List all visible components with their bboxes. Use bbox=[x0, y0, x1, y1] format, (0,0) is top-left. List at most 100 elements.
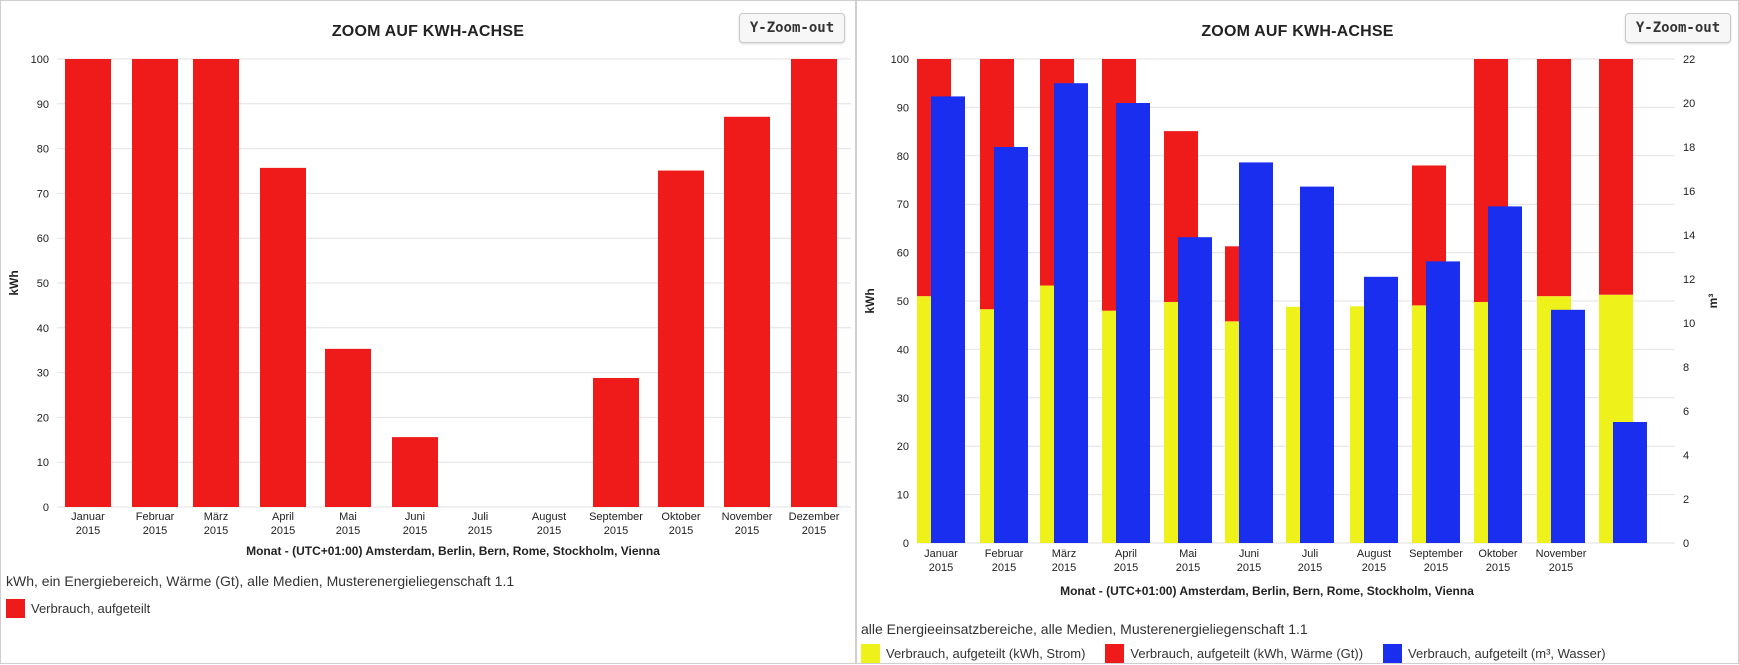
legend-item-waerme[interactable]: Verbrauch, aufgeteilt bbox=[6, 599, 150, 618]
x-tick-label: Januar 2015 bbox=[924, 548, 958, 574]
y-tick-label: 60 bbox=[37, 233, 49, 245]
y-right-tick-label: 8 bbox=[1683, 362, 1689, 374]
chart-title: ZOOM AUF KWH-ACHSE bbox=[1201, 23, 1394, 40]
y-tick-label: 30 bbox=[37, 368, 49, 380]
legend-item-waerme[interactable]: Verbrauch, aufgeteilt (kWh, Wärme (Gt)) bbox=[1105, 644, 1363, 663]
y-tick-label: 90 bbox=[897, 102, 909, 114]
legend-label: Verbrauch, aufgeteilt bbox=[31, 601, 151, 616]
y-right-tick-label: 20 bbox=[1683, 98, 1695, 110]
y-right-tick-label: 14 bbox=[1683, 230, 1695, 242]
bar bbox=[658, 170, 704, 507]
bar-chart-combined: 0 10 20 30 40 50 60 70 80 90 100 0 2 4 6 8 10 12 14 16 18 20 2… bbox=[863, 54, 1720, 598]
x-tick-label: August 2015 bbox=[532, 511, 566, 537]
x-tick-label: Januar 2015 bbox=[71, 511, 105, 537]
legend-swatch bbox=[6, 599, 25, 618]
y-tick-label: 20 bbox=[37, 412, 49, 424]
bar-wasser bbox=[1551, 309, 1585, 543]
y-right-tick-label: 16 bbox=[1683, 186, 1695, 198]
bar-wasser bbox=[994, 147, 1028, 543]
bar bbox=[193, 59, 239, 507]
bar-wasser bbox=[1613, 422, 1647, 543]
x-tick-label: Dezember 2015 bbox=[789, 511, 840, 537]
legend-swatch bbox=[1105, 644, 1125, 663]
y-axis-title: kWh bbox=[863, 288, 877, 313]
y-tick-label: 40 bbox=[37, 323, 49, 335]
y-tick-label: 10 bbox=[37, 457, 49, 469]
y-right-tick-label: 4 bbox=[1683, 450, 1689, 462]
bar bbox=[392, 437, 438, 507]
y-tick-label: 60 bbox=[897, 248, 909, 260]
x-tick-label: März 2015 bbox=[204, 511, 228, 537]
chart-title: ZOOM AUF KWH-ACHSE bbox=[331, 23, 525, 40]
bar-wasser bbox=[1239, 162, 1273, 543]
y-tick-label: 100 bbox=[891, 54, 909, 66]
bar-wasser bbox=[1488, 206, 1522, 543]
bar bbox=[260, 167, 306, 507]
bar-wasser bbox=[931, 96, 965, 544]
x-tick-label: November 2015 bbox=[722, 511, 773, 537]
x-tick-label: April 2015 bbox=[271, 511, 295, 537]
chart-panel-left: ZOOM AUF KWH-ACHSE Y-Zoom-out 0 10 20 30 40 5… bbox=[0, 0, 856, 664]
y-axis-title: kWh bbox=[7, 270, 21, 295]
legend: Verbrauch, aufgeteilt bbox=[6, 599, 170, 618]
bar-wasser bbox=[1426, 261, 1460, 543]
x-tick-label: Juli 2015 bbox=[1298, 548, 1322, 574]
x-tick-label: April 2015 bbox=[1114, 548, 1138, 574]
x-tick-label: September 2015 bbox=[589, 511, 643, 537]
y-right-tick-label: 12 bbox=[1683, 274, 1695, 286]
x-axis-title: Monat - (UTC+01:00) Amsterdam, Berlin, B… bbox=[246, 544, 660, 558]
legend-swatch bbox=[861, 644, 880, 663]
y-tick-label: 30 bbox=[897, 393, 909, 405]
chart-panel-right: ZOOM AUF KWH-ACHSE Y-Zoom-out 0 10 20 30 40 5… bbox=[856, 0, 1739, 664]
bar bbox=[593, 377, 639, 507]
bar-wasser bbox=[1116, 103, 1150, 543]
bar bbox=[724, 116, 770, 508]
bar-wasser bbox=[1054, 83, 1088, 543]
legend-item-wasser[interactable]: Verbrauch, aufgeteilt (m³, Wasser) bbox=[1383, 644, 1606, 663]
y-zoom-out-button[interactable]: Y-Zoom-out bbox=[1625, 13, 1731, 43]
bar-wasser bbox=[1178, 237, 1212, 543]
y-tick-label: 70 bbox=[897, 199, 909, 211]
chart-caption: alle Energieeinsatzbereiche, alle Medien… bbox=[861, 621, 1308, 637]
y-tick-label: 80 bbox=[897, 151, 909, 163]
y-right-tick-label: 2 bbox=[1683, 494, 1689, 506]
y-right-tick-label: 10 bbox=[1683, 318, 1695, 330]
legend-label: Verbrauch, aufgeteilt (m³, Wasser) bbox=[1408, 646, 1606, 661]
bar-wasser bbox=[1300, 186, 1334, 543]
y-tick-label: 10 bbox=[897, 490, 909, 502]
bar-waerme bbox=[1599, 59, 1633, 295]
y-tick-label: 20 bbox=[897, 441, 909, 453]
x-axis-title: Monat - (UTC+01:00) Amsterdam, Berlin, B… bbox=[1060, 584, 1474, 598]
chart-caption: kWh, ein Energiebereich, Wärme (Gt), all… bbox=[6, 573, 515, 589]
x-tick-label: Juni 2015 bbox=[403, 511, 427, 537]
x-tick-label: Oktober 2015 bbox=[1478, 548, 1517, 574]
y-tick-label: 80 bbox=[37, 144, 49, 156]
bar-wasser bbox=[1364, 276, 1398, 543]
y-tick-label: 70 bbox=[37, 188, 49, 200]
y-zoom-out-button[interactable]: Y-Zoom-out bbox=[739, 13, 845, 43]
legend-label: Verbrauch, aufgeteilt (kWh, Wärme (Gt)) bbox=[1130, 646, 1364, 661]
bar bbox=[791, 59, 837, 507]
x-tick-label: Mai 2015 bbox=[336, 511, 360, 537]
legend-label: Verbrauch, aufgeteilt (kWh, Strom) bbox=[886, 646, 1086, 661]
y-tick-label: 100 bbox=[31, 54, 49, 66]
x-tick-label: Februar 2015 bbox=[985, 548, 1024, 574]
x-tick-label: November 2015 bbox=[1536, 548, 1587, 574]
y-tick-label: 0 bbox=[43, 502, 49, 514]
bar bbox=[65, 59, 111, 507]
y-right-axis-title: m³ bbox=[1706, 294, 1720, 309]
x-tick-label: Oktober 2015 bbox=[661, 511, 700, 537]
x-tick-label: Februar 2015 bbox=[136, 511, 175, 537]
legend-swatch bbox=[1383, 644, 1403, 663]
y-tick-label: 50 bbox=[37, 278, 49, 290]
y-tick-label: 0 bbox=[903, 538, 909, 550]
x-tick-label: Juli 2015 bbox=[468, 511, 492, 537]
x-tick-label: Juni 2015 bbox=[1237, 548, 1261, 574]
bar bbox=[132, 59, 178, 507]
bar-chart-kwh: 0 10 20 30 40 50 60 70 80 90 100 Januar 2015 Februar 2… bbox=[7, 54, 851, 558]
y-tick-label: 50 bbox=[897, 296, 909, 308]
legend-item-strom[interactable]: Verbrauch, aufgeteilt (kWh, Strom) bbox=[861, 644, 1085, 663]
y-right-tick-label: 0 bbox=[1683, 538, 1689, 550]
bar bbox=[325, 348, 371, 507]
y-tick-label: 40 bbox=[897, 344, 909, 356]
